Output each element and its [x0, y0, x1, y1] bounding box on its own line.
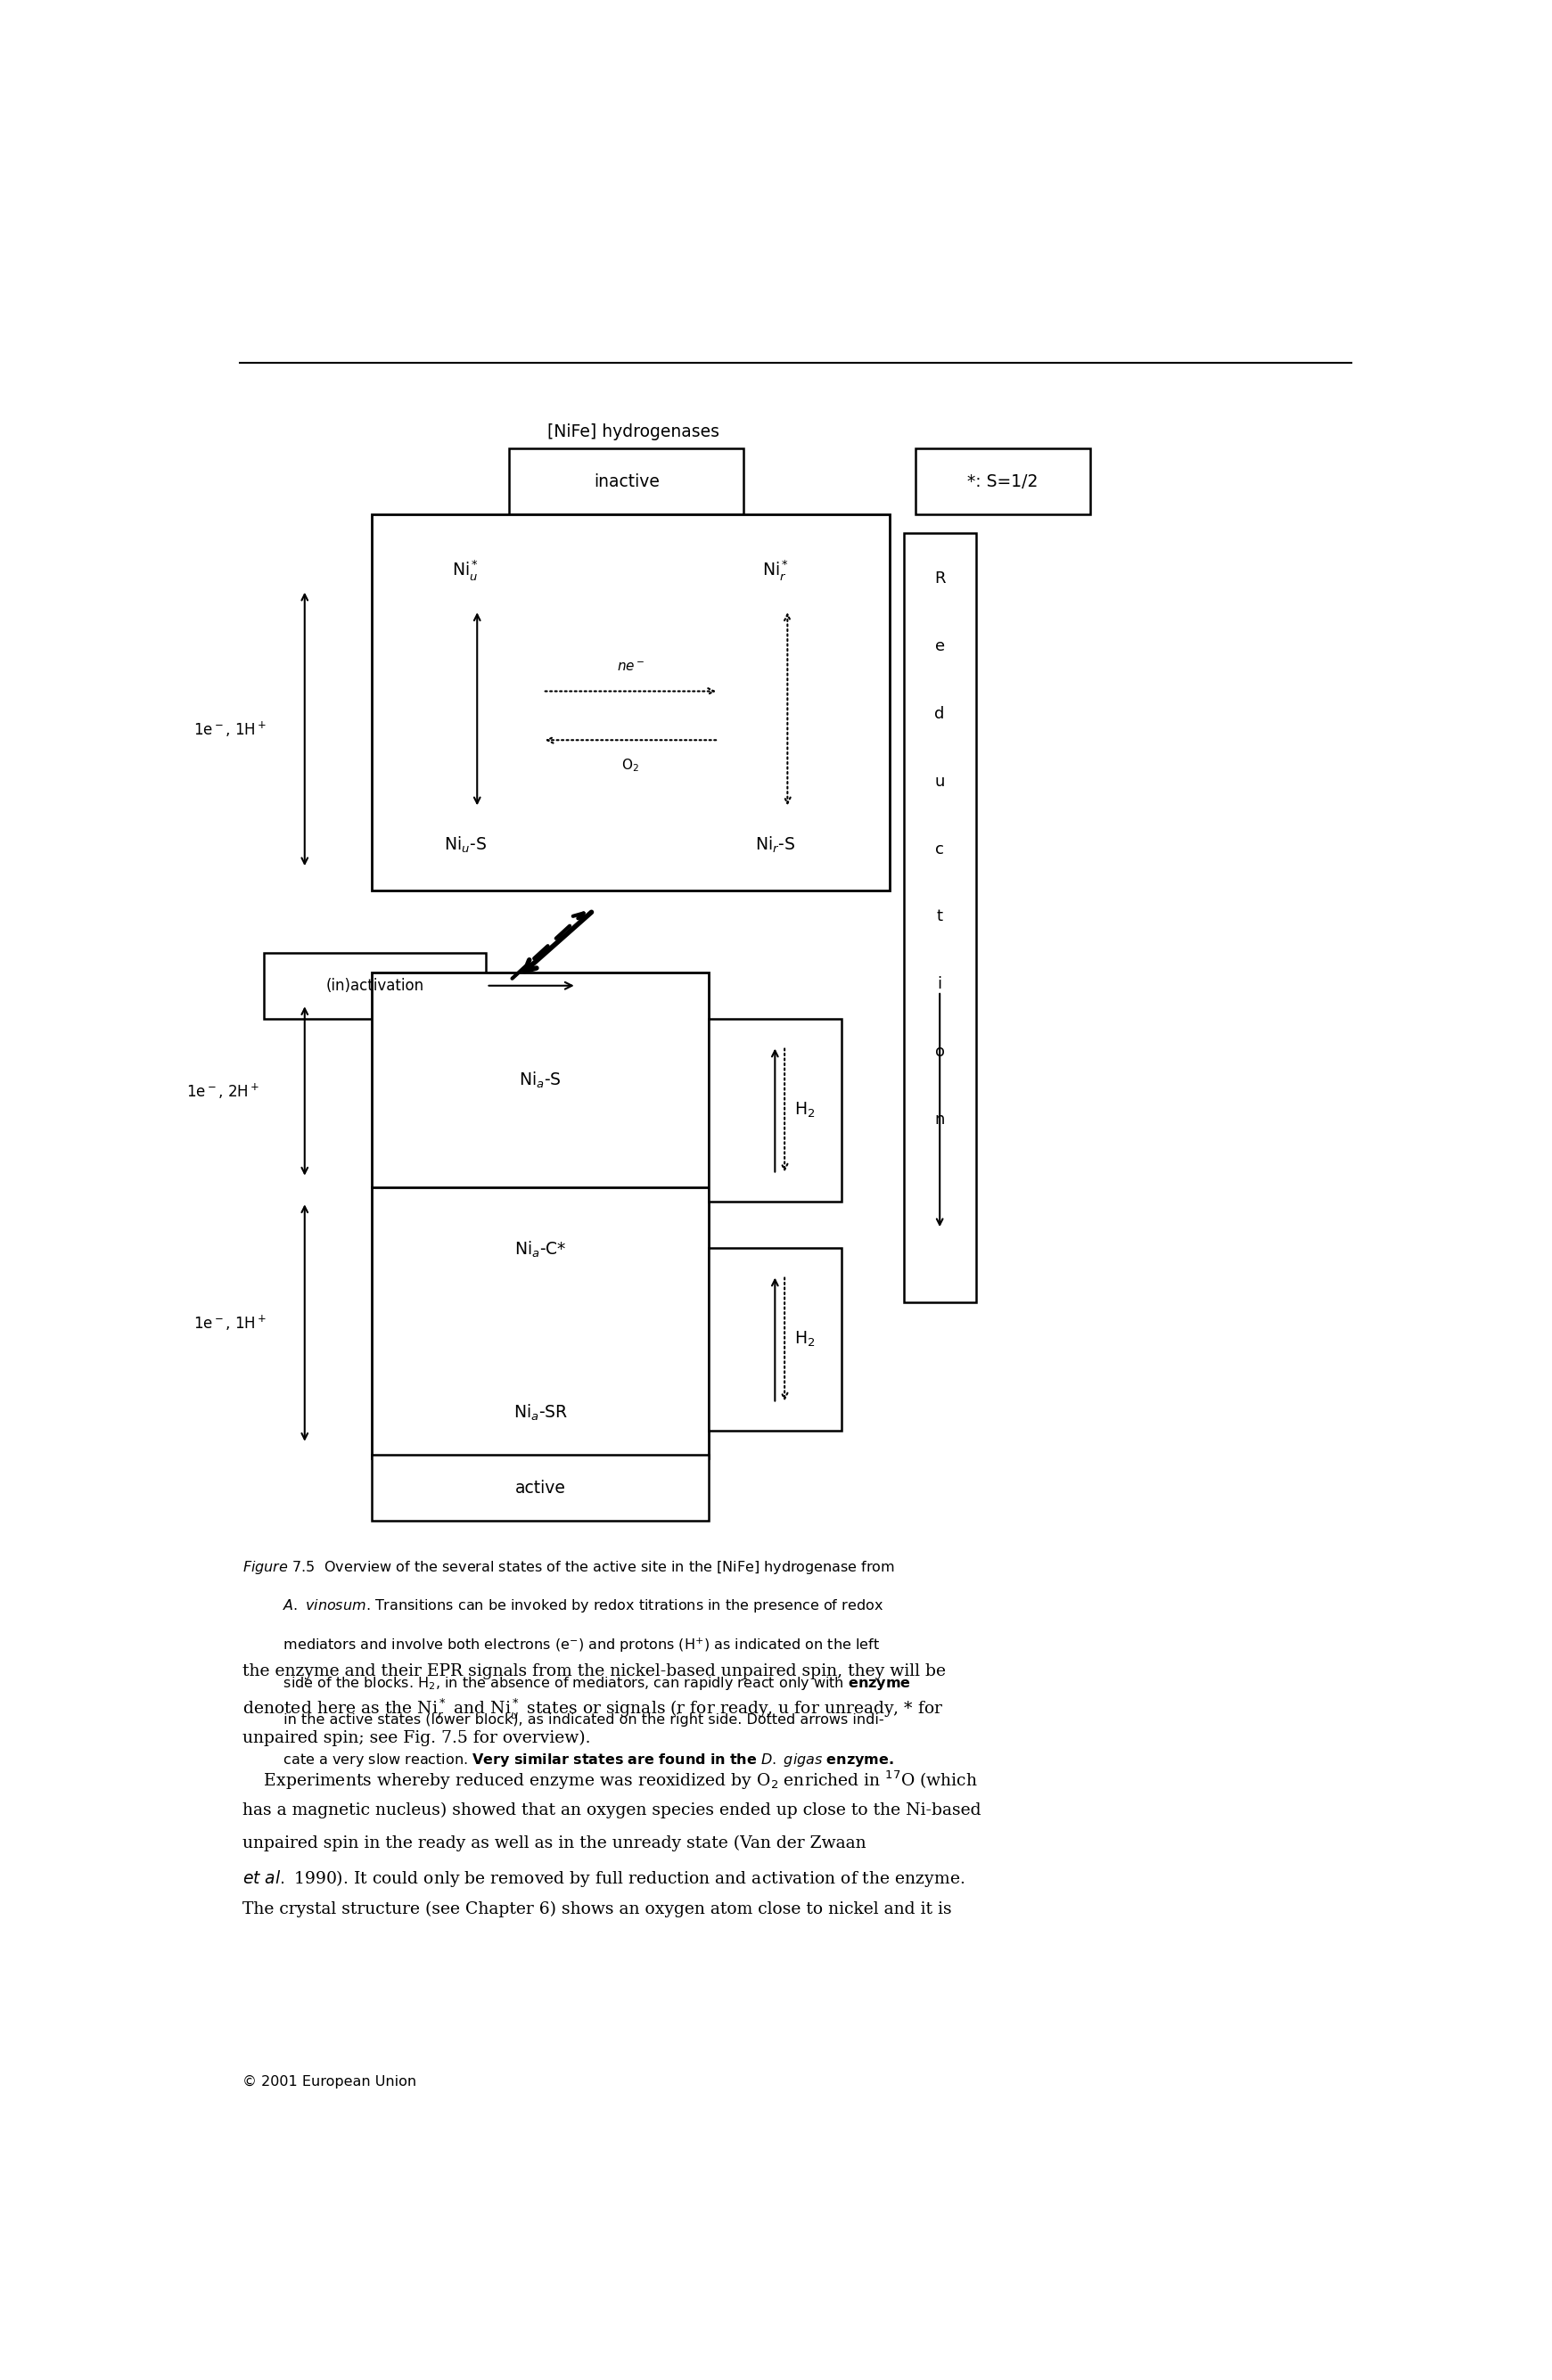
Text: the enzyme and their EPR signals from the nickel-based unpaired spin, they will : the enzyme and their EPR signals from th… — [242, 1664, 945, 1680]
Text: *: S=1/2: *: S=1/2 — [967, 474, 1038, 490]
Text: 1e$^-$, 1H$^+$: 1e$^-$, 1H$^+$ — [194, 719, 267, 738]
Text: $\mathit{A.\ vinosum}$. Transitions can be invoked by redox titrations in the pr: $\mathit{A.\ vinosum}$. Transitions can … — [242, 1597, 883, 1614]
Text: Ni$_a$-C*: Ni$_a$-C* — [514, 1240, 566, 1259]
Text: c: c — [936, 840, 944, 857]
Text: $ne^-$: $ne^-$ — [616, 662, 644, 674]
Text: R: R — [934, 571, 945, 588]
Text: Ni$_r^*$: Ni$_r^*$ — [762, 557, 788, 581]
Text: Ni$_r$-S: Ni$_r$-S — [756, 835, 796, 854]
Text: Ni$_u^*$: Ni$_u^*$ — [452, 557, 478, 581]
Text: cate a very slow reaction. $\bf{Very\ similar\ states\ are\ found\ in\ the}$ $\b: cate a very slow reaction. $\bf{Very\ si… — [242, 1752, 894, 1768]
Text: i: i — [937, 976, 942, 992]
Text: unpaired spin; see Fig. 7.5 for overview).: unpaired spin; see Fig. 7.5 for overview… — [242, 1730, 590, 1747]
Text: d: d — [934, 707, 945, 721]
Text: (in)activation: (in)activation — [326, 978, 424, 995]
Text: H$_2$: H$_2$ — [795, 1330, 815, 1349]
Text: Experiments whereby reduced enzyme was reoxidized by O$_2$ enriched in $^{17}$O : Experiments whereby reduced enzyme was r… — [242, 1768, 978, 1792]
Text: has a magnetic nucleus) showed that an oxygen species ended up close to the Ni-b: has a magnetic nucleus) showed that an o… — [242, 1802, 981, 1818]
Text: H$_2$: H$_2$ — [795, 1102, 815, 1119]
Bar — [509, 450, 743, 514]
Text: $\mathit{et\ al.}$ 1990). It could only be removed by full reduction and activat: $\mathit{et\ al.}$ 1990). It could only … — [242, 1868, 964, 1890]
Text: [NiFe] hydrogenases: [NiFe] hydrogenases — [546, 424, 719, 440]
Text: side of the blocks. H$_2$, in the absence of mediators, can rapidly react only w: side of the blocks. H$_2$, in the absenc… — [242, 1676, 911, 1692]
Bar — [709, 1247, 841, 1430]
Text: $\mathit{Figure\ 7.5}$  Overview of the several states of the active site in the: $\mathit{Figure\ 7.5}$ Overview of the s… — [242, 1559, 894, 1576]
Bar — [372, 973, 709, 1459]
Text: e: e — [934, 638, 945, 655]
Bar — [372, 1454, 709, 1521]
Text: 1e$^-$, 1H$^+$: 1e$^-$, 1H$^+$ — [194, 1314, 267, 1333]
Bar — [916, 450, 1090, 514]
Text: 1e$^-$, 2H$^+$: 1e$^-$, 2H$^+$ — [186, 1081, 259, 1100]
Text: mediators and involve both electrons (e$^{-}$) and protons (H$^{+}$) as indicate: mediators and involve both electrons (e$… — [242, 1635, 880, 1654]
Bar — [709, 1019, 841, 1202]
Text: t: t — [936, 909, 944, 926]
Text: u: u — [934, 774, 945, 790]
Text: denoted here as the Ni$_r^*$ and Ni$_u^*$ states or signals (r for ready, u for : denoted here as the Ni$_r^*$ and Ni$_u^*… — [242, 1697, 944, 1721]
Text: inactive: inactive — [593, 474, 660, 490]
Bar — [372, 514, 889, 890]
Text: O$_2$: O$_2$ — [622, 757, 639, 774]
Text: Ni$_u$-S: Ni$_u$-S — [444, 835, 486, 854]
Text: n: n — [934, 1111, 945, 1128]
Bar — [264, 952, 486, 1019]
Text: Ni$_a$-SR: Ni$_a$-SR — [514, 1402, 568, 1423]
Text: in the active states (lower block), as indicated on the right side. Dotted arrow: in the active states (lower block), as i… — [242, 1714, 883, 1725]
Text: active: active — [515, 1480, 566, 1497]
Text: o: o — [934, 1045, 945, 1059]
Text: unpaired spin in the ready as well as in the unready state (Van der Zwaan: unpaired spin in the ready as well as in… — [242, 1835, 866, 1852]
Text: © 2001 European Union: © 2001 European Union — [242, 2075, 416, 2087]
Text: Ni$_a$-S: Ni$_a$-S — [520, 1071, 562, 1090]
Bar — [903, 533, 976, 1302]
Text: The crystal structure (see Chapter 6) shows an oxygen atom close to nickel and i: The crystal structure (see Chapter 6) sh… — [242, 1902, 951, 1918]
